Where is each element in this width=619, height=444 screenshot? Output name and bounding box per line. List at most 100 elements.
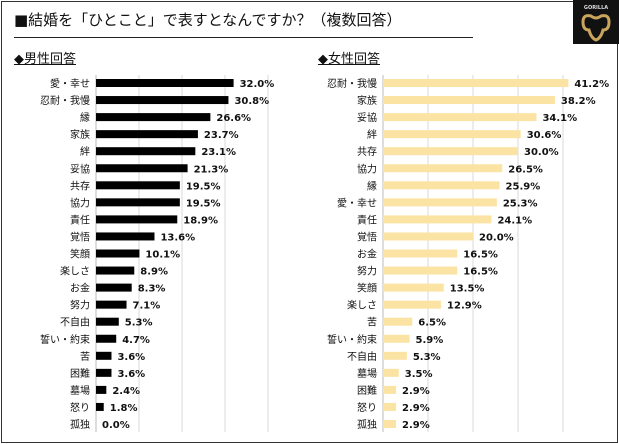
bar: [96, 181, 180, 190]
data-label: 2.9%: [402, 386, 430, 397]
female-chart-title: ◆女性回答: [318, 52, 380, 67]
data-label: 30.0%: [524, 147, 559, 158]
bar: [383, 300, 442, 309]
data-label: 25.9%: [506, 181, 541, 192]
data-label: 25.3%: [503, 198, 538, 209]
chart-1: 忍耐・我慢 41.2% 家族 38.2% 妥協 34.1% 絆 30.6% 共存 30.0% 協力 2…: [327, 75, 609, 432]
bar: [96, 130, 198, 139]
data-label: 34.1%: [542, 113, 577, 124]
data-label: 13.5%: [450, 284, 485, 295]
bar: [383, 147, 518, 156]
bar: [96, 300, 127, 309]
data-label: 30.6%: [527, 130, 562, 141]
bar: [96, 215, 178, 224]
bar: [383, 266, 458, 275]
data-label: 2.9%: [402, 420, 430, 431]
data-label: 5.9%: [416, 335, 444, 346]
data-label: 16.5%: [463, 250, 498, 261]
data-label: 16.5%: [463, 267, 498, 278]
category-label: 墓場: [70, 384, 90, 397]
bar: [383, 249, 458, 258]
data-label: 30.8%: [234, 96, 269, 107]
category-label: 不自由: [347, 350, 377, 363]
data-label: 38.2%: [561, 96, 596, 107]
category-label: お金: [357, 248, 377, 261]
data-label: 23.7%: [204, 130, 239, 141]
bar: [383, 420, 397, 428]
category-label: 覚悟: [70, 230, 90, 243]
bar: [96, 266, 135, 275]
data-label: 2.4%: [112, 386, 140, 397]
bar: [96, 96, 229, 105]
category-label: お金: [70, 282, 90, 295]
bar: [383, 283, 444, 292]
bar: [96, 147, 196, 156]
bar: [383, 385, 397, 394]
bar: [383, 113, 537, 122]
category-label: 楽しさ: [347, 299, 377, 312]
bar: [383, 198, 497, 207]
data-label: 23.1%: [201, 147, 236, 158]
category-label: 愛・幸せ: [337, 196, 377, 209]
category-label: 怒り: [70, 401, 90, 414]
data-label: 4.7%: [122, 335, 150, 346]
bar: [383, 232, 473, 241]
category-label: 不自由: [60, 316, 90, 329]
category-label: 覚悟: [357, 230, 377, 243]
category-label: 協力: [70, 196, 90, 209]
chart-0: 愛・幸せ 32.0% 忍耐・我慢 30.8% 縁 26.6% 家族 23.7% 絆 23.1% 妥協…: [40, 75, 274, 432]
bar: [96, 385, 107, 394]
bar: [96, 334, 117, 343]
data-label: 21.3%: [194, 164, 229, 175]
svg-text:GORILLA: GORILLA: [584, 5, 608, 11]
bar: [96, 232, 155, 241]
category-label: 孤独: [357, 418, 377, 431]
gorilla-logo: GORILLA: [573, 0, 619, 44]
bar: [96, 317, 119, 326]
category-label: 笑顔: [357, 282, 377, 295]
data-label: 6.5%: [418, 318, 446, 329]
category-label: 困難: [70, 367, 90, 380]
category-label: 墓場: [357, 367, 377, 380]
data-label: 5.3%: [413, 352, 441, 363]
bar: [96, 249, 140, 258]
category-label: 家族: [70, 128, 90, 141]
data-label: 26.5%: [508, 164, 543, 175]
category-label: 楽しさ: [60, 265, 90, 278]
bar: [96, 351, 112, 360]
data-label: 19.5%: [186, 198, 221, 209]
data-label: 24.1%: [497, 215, 532, 226]
data-label: 8.9%: [140, 267, 168, 278]
bar: [383, 402, 397, 411]
category-label: 困難: [357, 384, 377, 397]
category-label: 忍耐・我慢: [40, 94, 90, 107]
category-label: 家族: [357, 94, 377, 107]
category-label: 共存: [70, 179, 90, 192]
category-label: 縁: [367, 179, 377, 192]
category-label: 責任: [70, 213, 90, 226]
bar: [96, 198, 180, 207]
data-label: 18.9%: [183, 215, 218, 226]
bar: [383, 351, 407, 360]
bar: [383, 164, 503, 173]
data-label: 41.2%: [574, 79, 609, 90]
data-label: 2.9%: [402, 403, 430, 414]
bar: [383, 215, 492, 224]
category-label: 責任: [357, 213, 377, 226]
bar: [383, 130, 521, 139]
data-label: 7.1%: [133, 301, 161, 312]
data-label: 19.5%: [186, 181, 221, 192]
bar: [383, 368, 399, 377]
bar: [96, 79, 234, 87]
bar: [383, 317, 413, 326]
bar: [96, 113, 211, 122]
category-label: 協力: [357, 162, 377, 175]
bar: [96, 368, 112, 377]
bar: [96, 283, 132, 292]
category-label: 妥協: [357, 111, 377, 124]
bar: [383, 181, 500, 190]
male-chart-title: ◆男性回答: [14, 52, 76, 67]
bar: [383, 334, 410, 343]
